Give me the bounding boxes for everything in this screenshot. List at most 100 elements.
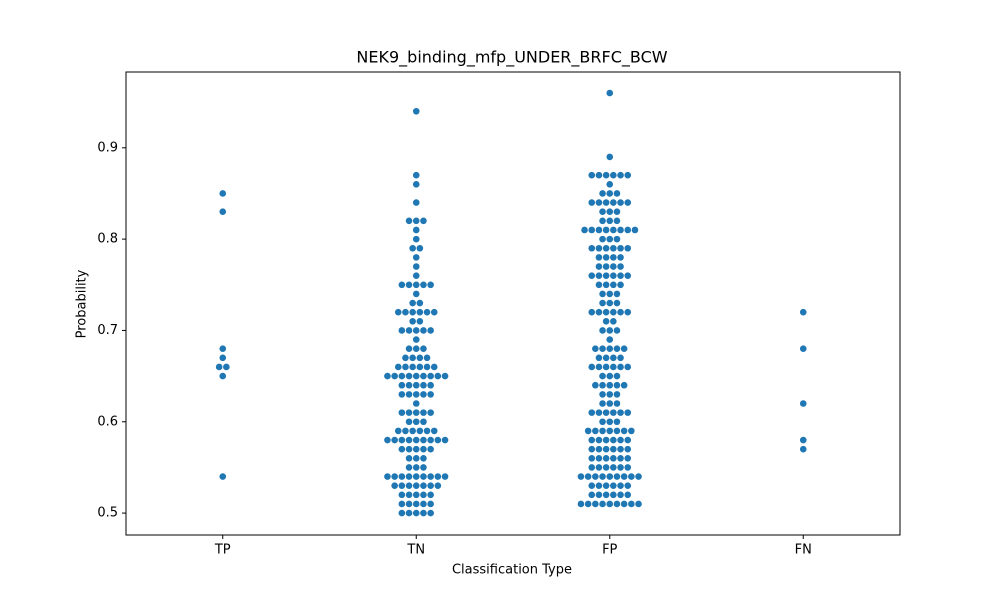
point bbox=[602, 409, 610, 416]
point bbox=[610, 491, 617, 499]
point bbox=[420, 381, 427, 389]
point bbox=[610, 409, 617, 416]
point bbox=[420, 281, 427, 289]
point bbox=[613, 290, 621, 298]
point bbox=[412, 491, 420, 499]
point bbox=[409, 299, 416, 307]
point bbox=[427, 409, 434, 416]
point bbox=[610, 318, 617, 325]
point bbox=[606, 381, 614, 389]
point bbox=[581, 226, 588, 234]
point bbox=[617, 254, 624, 261]
point bbox=[602, 263, 610, 270]
point bbox=[595, 491, 603, 499]
point bbox=[420, 464, 427, 471]
point bbox=[588, 491, 596, 499]
point bbox=[402, 308, 409, 316]
point bbox=[412, 235, 420, 243]
point bbox=[584, 500, 592, 508]
point bbox=[427, 391, 434, 398]
point bbox=[420, 509, 427, 517]
point bbox=[617, 445, 624, 453]
point bbox=[412, 272, 420, 279]
point bbox=[595, 354, 603, 362]
point bbox=[412, 263, 420, 270]
point bbox=[602, 244, 610, 252]
point bbox=[402, 427, 409, 435]
point bbox=[602, 308, 610, 316]
point bbox=[420, 217, 427, 225]
point bbox=[592, 381, 599, 389]
point bbox=[595, 436, 603, 444]
point bbox=[610, 308, 617, 316]
point bbox=[610, 263, 617, 270]
point bbox=[391, 436, 398, 444]
point bbox=[412, 454, 420, 462]
point bbox=[409, 427, 416, 435]
point bbox=[416, 318, 424, 325]
point bbox=[595, 199, 603, 206]
point bbox=[599, 190, 606, 197]
point bbox=[624, 491, 632, 499]
point bbox=[412, 400, 420, 407]
point bbox=[602, 454, 610, 462]
point bbox=[588, 308, 596, 316]
point bbox=[588, 436, 596, 444]
point bbox=[602, 445, 610, 453]
point bbox=[398, 381, 406, 389]
point bbox=[402, 363, 409, 371]
point bbox=[606, 391, 614, 398]
point bbox=[434, 436, 442, 444]
point bbox=[423, 308, 431, 316]
point bbox=[405, 482, 413, 489]
point bbox=[420, 436, 427, 444]
point bbox=[617, 491, 624, 499]
point bbox=[613, 208, 621, 216]
point bbox=[588, 171, 596, 179]
point bbox=[617, 482, 624, 489]
point bbox=[398, 500, 406, 508]
point bbox=[610, 281, 617, 289]
point bbox=[412, 181, 420, 188]
point bbox=[602, 491, 610, 499]
point bbox=[595, 464, 603, 471]
point bbox=[412, 199, 420, 206]
point bbox=[423, 427, 431, 435]
point bbox=[427, 372, 434, 380]
point bbox=[405, 409, 413, 416]
point bbox=[624, 363, 632, 371]
point bbox=[427, 436, 434, 444]
point bbox=[584, 427, 592, 435]
y-tick-label: 0.9 bbox=[97, 140, 118, 155]
point bbox=[409, 244, 416, 252]
point bbox=[595, 226, 603, 234]
point bbox=[427, 509, 434, 517]
point bbox=[613, 391, 621, 398]
point bbox=[394, 427, 402, 435]
point bbox=[599, 327, 606, 334]
point bbox=[412, 473, 420, 480]
point bbox=[588, 226, 596, 234]
point bbox=[599, 208, 606, 216]
point bbox=[409, 318, 416, 325]
point bbox=[613, 217, 621, 225]
point bbox=[799, 345, 807, 353]
y-axis-label: Probability bbox=[75, 269, 90, 338]
point bbox=[602, 199, 610, 206]
point bbox=[394, 363, 402, 371]
point bbox=[599, 235, 606, 243]
point bbox=[606, 427, 614, 435]
point bbox=[412, 464, 420, 471]
point bbox=[610, 363, 617, 371]
x-tick-label: FP bbox=[602, 543, 617, 558]
point bbox=[799, 436, 807, 444]
point bbox=[398, 491, 406, 499]
point bbox=[628, 500, 635, 508]
point bbox=[405, 418, 413, 426]
point bbox=[602, 171, 610, 179]
point bbox=[606, 418, 614, 426]
y-tick-label: 0.6 bbox=[97, 414, 118, 429]
point bbox=[416, 244, 424, 252]
point bbox=[412, 381, 420, 389]
point bbox=[412, 290, 420, 298]
